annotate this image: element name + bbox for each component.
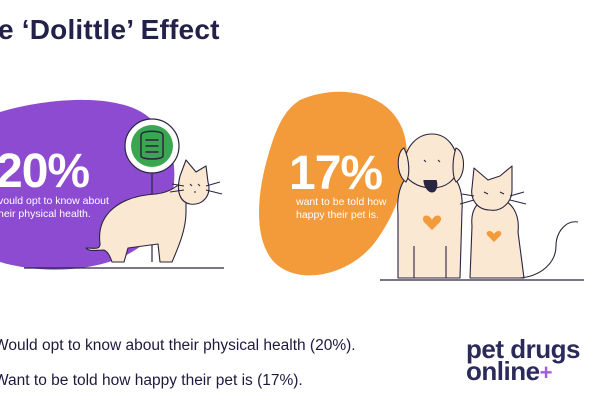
logo-line-1: pet drugs: [466, 334, 580, 364]
cat-left: [85, 159, 223, 263]
page-title: e ‘Dolittle’ Effect: [0, 14, 220, 45]
dog: [397, 133, 465, 279]
cat-right: [459, 165, 579, 279]
bullet-physical-health: Would opt to know about their physical h…: [0, 337, 356, 354]
heart-icon: [486, 230, 502, 242]
intestine-icon: [140, 130, 164, 160]
right-stat-caption-2: happy their pet is.: [296, 209, 379, 221]
orange-blob: [259, 91, 407, 276]
right-stat-value: 17%: [289, 147, 383, 200]
brand-logo: pet drugs online+: [466, 334, 580, 386]
logo-plus: +: [539, 360, 553, 385]
bullet-happy-pet: Want to be told how happy their pet is (…: [0, 372, 303, 389]
left-stat-caption-2: heir physical health.: [0, 208, 91, 220]
right-stat-caption-1: want to be told how: [296, 196, 387, 208]
heart-icon: [422, 215, 442, 230]
left-stat-caption-1: vould opt to know about: [0, 195, 109, 207]
logo-line-2: online: [466, 356, 540, 386]
left-stat-value: 20%: [0, 145, 90, 198]
